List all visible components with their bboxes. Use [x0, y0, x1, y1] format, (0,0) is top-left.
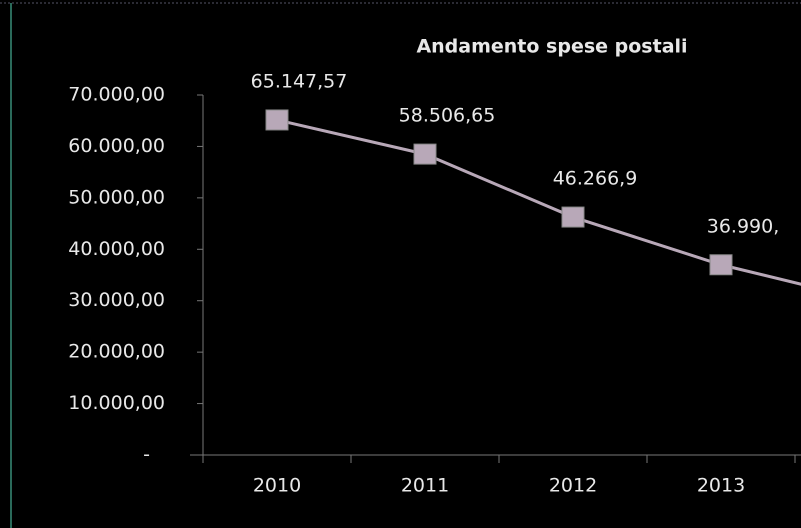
x-tick-label: 2012 [549, 475, 597, 497]
y-tick-label: 10.000,00 [68, 392, 165, 414]
marker [561, 206, 585, 228]
marker [709, 254, 733, 276]
marker [413, 143, 437, 165]
data-label: 58.506,65 [399, 105, 496, 127]
x-tick-label: 2011 [401, 475, 449, 497]
chart-title: Andamento spese postali [416, 36, 687, 58]
data-label: 65.147,57 [251, 70, 348, 92]
y-tick-label: - [143, 444, 150, 466]
y-tick-label: 20.000,00 [68, 341, 165, 363]
y-tick-label: 70.000,00 [68, 84, 165, 106]
y-tick-label: 50.000,00 [68, 186, 165, 208]
x-tick-label: 2013 [697, 475, 745, 497]
data-label: 46.266,9 [553, 168, 638, 190]
x-tick-label: 2010 [253, 475, 301, 497]
data-label: 36.990, [707, 215, 780, 237]
y-tick-label: 30.000,00 [68, 289, 165, 311]
y-tick-label: 60.000,00 [68, 135, 165, 157]
marker [265, 109, 289, 131]
y-tick-label: 40.000,00 [68, 238, 165, 260]
